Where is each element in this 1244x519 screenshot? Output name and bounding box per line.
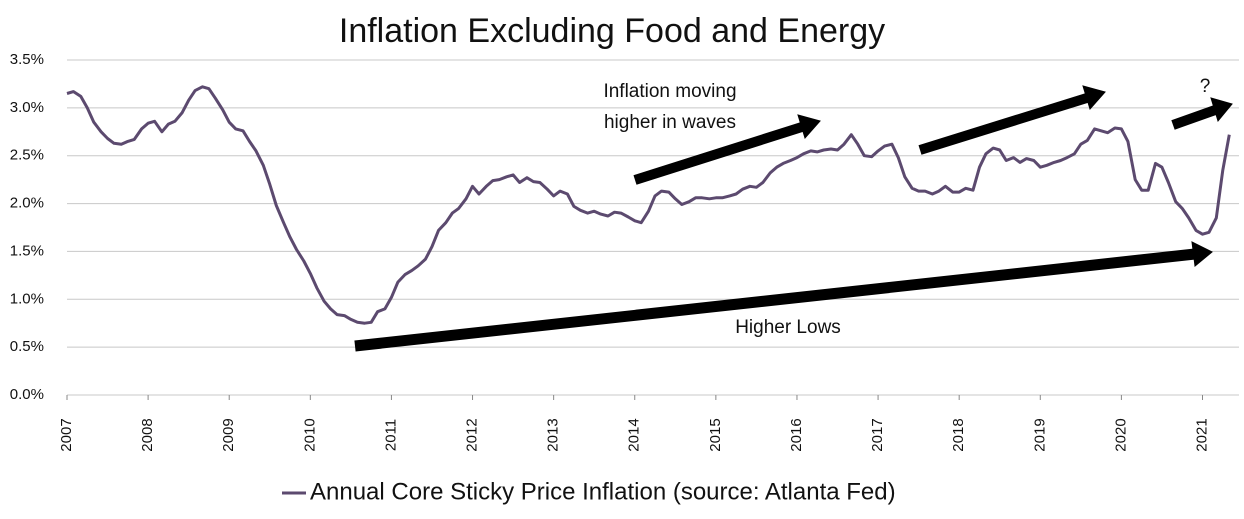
arrow-head: [797, 114, 821, 140]
y-tick-label: 0.0%: [10, 386, 44, 403]
arrow: [354, 248, 1196, 352]
x-tick-label: 2021: [1193, 418, 1210, 451]
y-tick-label: 1.0%: [10, 290, 44, 307]
axes: 0.0% 0.5% 1.0% 1.5% 2.0% 2.5% 3.0% 3.5% 2007 2008…: [10, 51, 1239, 452]
x-tick-label: 2013: [545, 418, 562, 451]
y-tick-label: 0.5%: [10, 338, 44, 355]
x-tick-label: 2018: [950, 418, 967, 451]
x-tick-label: 2007: [58, 418, 75, 451]
y-tick-label: 1.5%: [10, 242, 44, 259]
chart-title: Inflation Excluding Food and Energy: [339, 12, 885, 50]
annotation: Inflation moving: [603, 81, 736, 102]
x-tick-label: 2019: [1031, 418, 1048, 451]
arrow: [918, 92, 1092, 155]
arrow: [633, 121, 807, 185]
x-tick-label: 2008: [139, 418, 156, 451]
y-tick-label: 2.0%: [10, 195, 44, 212]
x-tick-label: 2009: [220, 418, 237, 451]
y-tick-label: 2.5%: [10, 147, 44, 164]
annotation: higher in waves: [604, 112, 736, 133]
x-tick-label: 2017: [869, 418, 886, 451]
arrows: [354, 85, 1233, 352]
x-tick-label: 2011: [382, 419, 399, 451]
y-tick-label: 3.0%: [10, 99, 44, 116]
data-line: [66, 85, 1231, 325]
x-tick-label: 2020: [1112, 418, 1129, 451]
legend-label: Annual Core Sticky Price Inflation (sour…: [310, 478, 896, 505]
annotation: Higher Lows: [735, 317, 841, 338]
x-tick-label: 2014: [626, 418, 643, 451]
x-tick-label: 2012: [464, 418, 481, 451]
x-tick-label: 2010: [301, 418, 318, 451]
x-tick-label: 2015: [707, 418, 724, 451]
arrow-head: [1191, 241, 1213, 267]
annotation: ?: [1200, 76, 1211, 97]
y-tick-label: 3.5%: [10, 51, 44, 68]
x-tick-label: 2016: [788, 418, 805, 451]
arrow-head: [1082, 85, 1106, 111]
arrow-head: [1210, 97, 1233, 123]
arrow: [1171, 104, 1220, 130]
